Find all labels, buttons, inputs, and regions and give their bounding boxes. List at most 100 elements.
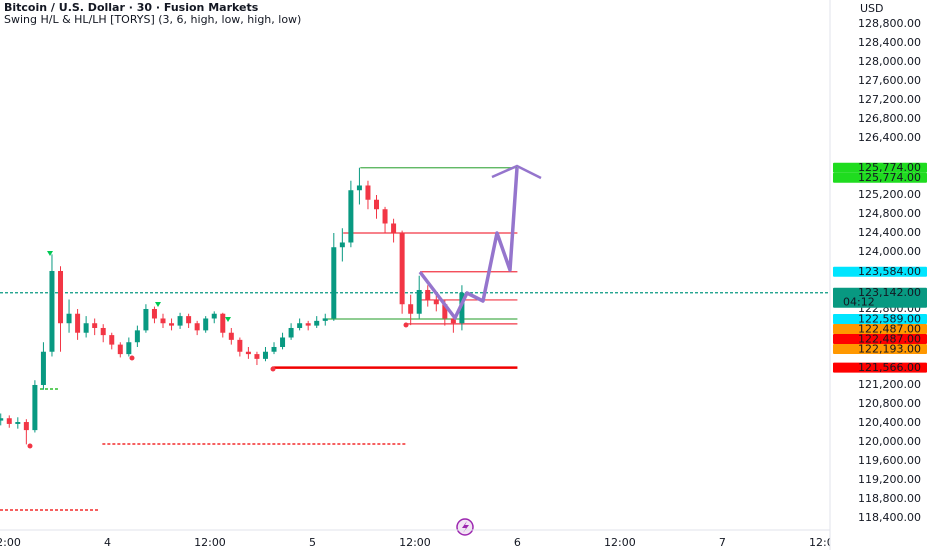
- x-tick-label: 7: [719, 536, 726, 549]
- price-badge: [833, 362, 927, 373]
- y-axis: 128,800.00 128,400.00 128,000.00 127,600.00…: [833, 17, 927, 524]
- swing-high-marker: [155, 302, 161, 307]
- y-tick-label: 120,800.00: [858, 397, 921, 410]
- x-tick-label: 12:00: [0, 536, 21, 549]
- candle-body: [416, 289, 422, 314]
- icon-bolt[interactable]: [462, 521, 469, 533]
- y-tick-label: 125,200.00: [858, 188, 921, 201]
- candle-body: [160, 318, 166, 324]
- candle-body: [151, 308, 157, 319]
- y-tick-label: 126,800.00: [858, 112, 921, 125]
- candle-body: [399, 232, 405, 305]
- x-tick-label: 12:00: [604, 536, 636, 549]
- candle-body: [66, 313, 72, 324]
- candle-body: [365, 185, 371, 200]
- candle-body: [348, 190, 354, 243]
- countdown-label: 04:12: [843, 296, 875, 309]
- price-badge-label: 123,584.00: [858, 265, 921, 278]
- plot-area: [0, 167, 830, 511]
- candle-body: [211, 313, 217, 319]
- y-tick-label: 124,800.00: [858, 207, 921, 220]
- price-badge-label: 125,774.00: [858, 161, 921, 174]
- price-badge: [833, 314, 927, 325]
- candle-body: [143, 308, 149, 331]
- y-tick-label: 128,000.00: [858, 55, 921, 68]
- price-badge: [833, 344, 927, 355]
- candle-body: [203, 318, 209, 331]
- swing-low-marker: [129, 355, 135, 361]
- candle-body: [117, 344, 123, 355]
- y-tick-label: 127,200.00: [858, 93, 921, 106]
- candle-body: [75, 313, 81, 333]
- candle-body: [228, 332, 234, 340]
- y-tick-label: 127,600.00: [858, 74, 921, 87]
- candle-body: [0, 418, 4, 421]
- chart-title: Bitcoin / U.S. Dollar · 30 · Fusion Mark…: [4, 1, 259, 14]
- candle-body: [271, 346, 277, 352]
- swing-high-marker: [225, 317, 231, 322]
- candle-body: [391, 223, 397, 233]
- candle-body: [322, 318, 328, 321]
- candle-body: [126, 342, 132, 355]
- price-badge-label: 121,566.00: [858, 361, 921, 374]
- y-tick-label: 118,400.00: [858, 511, 921, 524]
- price-badge-label: 123,142.00: [858, 286, 921, 299]
- price-badge-label: 122,589.00: [858, 313, 921, 326]
- candle-body: [280, 337, 286, 347]
- candle-body: [6, 418, 12, 424]
- x-tick-label: 4: [104, 536, 111, 549]
- price-badge: [833, 324, 927, 335]
- candle-body: [83, 323, 89, 333]
- price-badge-label: 125,774.00: [858, 171, 921, 184]
- currency-label: USD: [860, 2, 884, 15]
- price-badge: [833, 172, 927, 183]
- swing-high-marker: [47, 251, 53, 256]
- candle-body: [15, 422, 21, 424]
- projection-drawing: [418, 164, 542, 320]
- legend-bg: [0, 2, 420, 28]
- y-tick-label: 119,600.00: [858, 454, 921, 467]
- y-tick-label: 118,800.00: [858, 492, 921, 505]
- price-badge: [833, 334, 927, 345]
- price-badge-label: 122,487.00: [858, 323, 921, 336]
- candle-body: [408, 304, 414, 314]
- candle-body: [356, 185, 362, 191]
- price-badge-label: 122,487.00: [858, 333, 921, 346]
- candle-body: [314, 320, 320, 326]
- candle-body: [58, 270, 64, 324]
- price-badge: [833, 162, 927, 173]
- y-tick-label: 120,400.00: [858, 416, 921, 429]
- candle-body: [109, 335, 115, 345]
- x-tick-label: 12:00: [399, 536, 431, 549]
- y-tick-label: 121,200.00: [858, 378, 921, 391]
- candle-body: [254, 354, 260, 359]
- replay-icon[interactable]: [456, 518, 474, 536]
- indicator-legend: Swing H/L & HL/LH [TORYS] (3, 6, high, l…: [4, 13, 301, 26]
- candle-body: [305, 323, 311, 326]
- candle-body: [245, 351, 251, 355]
- candle-body: [297, 323, 303, 328]
- projection-arrowhead: [491, 164, 542, 180]
- candle-body: [433, 299, 439, 305]
- candle-body: [382, 209, 388, 224]
- candle-body: [32, 384, 38, 431]
- candle-body: [288, 327, 294, 338]
- candle-body: [186, 316, 192, 324]
- x-tick-label: 12:00: [809, 536, 841, 549]
- price-badge: [833, 287, 927, 308]
- price-badge: [833, 266, 927, 277]
- candle-body: [450, 318, 456, 324]
- x-tick-label: 12:00: [194, 536, 226, 549]
- y-tick-label: 128,400.00: [858, 36, 921, 49]
- y-tick-label: 119,200.00: [858, 473, 921, 486]
- candle-body: [339, 242, 345, 248]
- x-tick-label: 5: [309, 536, 316, 549]
- x-axis: 12:00 4 12:00 5 12:00 6 12:00 7 12:00: [0, 536, 841, 549]
- y-tick-label: 120,000.00: [858, 435, 921, 448]
- x-tick-label: 6: [514, 536, 521, 549]
- candle-body: [92, 323, 98, 328]
- candle-body: [425, 289, 431, 300]
- y-tick-label: 128,800.00: [858, 17, 921, 30]
